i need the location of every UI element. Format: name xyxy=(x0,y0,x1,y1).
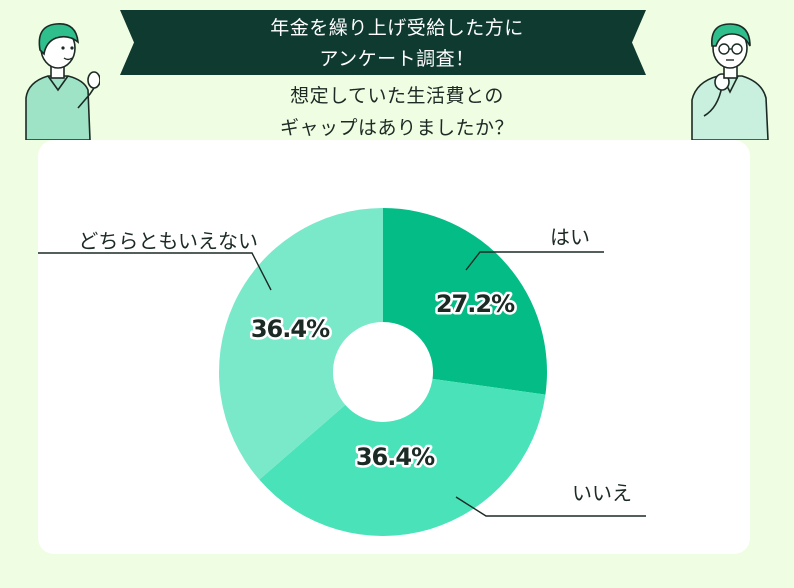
label-no: いいえ xyxy=(572,481,632,505)
value-unsure: 36.4% xyxy=(251,315,330,343)
slice-unsure xyxy=(219,208,383,480)
banner-title-line1: 年金を繰り上げ受給した方に xyxy=(270,17,524,39)
person-left-illustration xyxy=(25,23,100,140)
question-title-line1: 想定していた生活費との xyxy=(290,85,504,107)
leader-line-no xyxy=(455,496,646,517)
banner-title-line2: アンケート調査！ xyxy=(319,48,475,70)
leader-line-unsure xyxy=(38,252,272,291)
label-unsure: どちらともいえない xyxy=(78,229,258,253)
chart-card: はいいいえ どちらともいえない 27.2% 36.4% 36.4% xyxy=(38,140,750,554)
value-yes: 27.2% xyxy=(436,290,515,318)
slice-no xyxy=(259,378,546,536)
leader-line-yes xyxy=(465,251,604,271)
person-right-illustration xyxy=(691,23,769,140)
value-no: 36.4% xyxy=(356,443,435,471)
slice-yes xyxy=(383,208,547,395)
question-title-line2: ギャップはありましたか？ xyxy=(279,117,514,139)
label-yes: はい xyxy=(550,225,590,249)
